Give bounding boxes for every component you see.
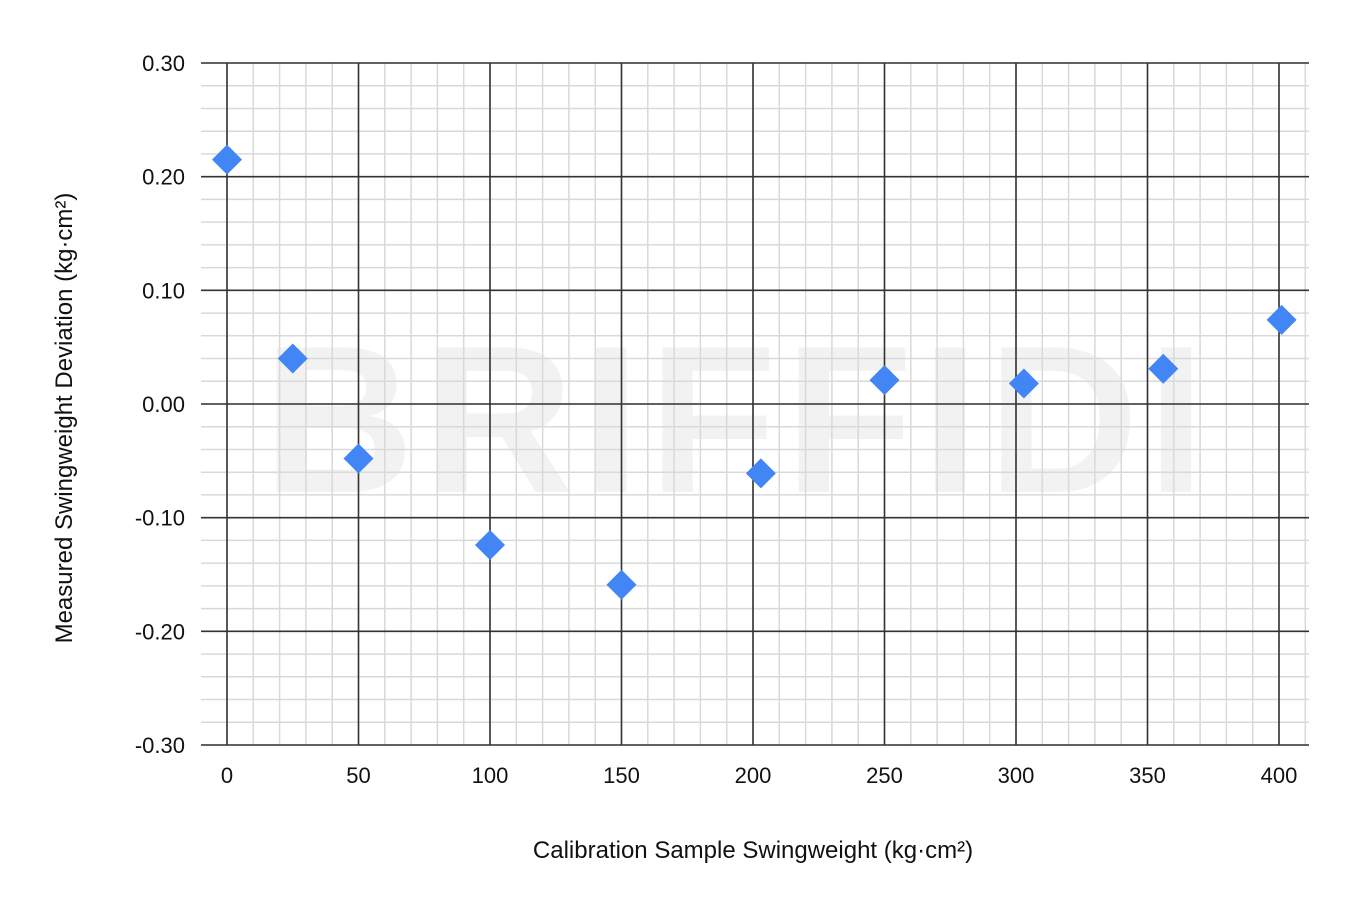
data-point-diamond-icon <box>1148 353 1179 384</box>
x-tick-label: 350 <box>1129 763 1166 788</box>
data-point-diamond-icon <box>1008 368 1039 399</box>
x-tick-label: 300 <box>998 763 1035 788</box>
x-tick-label: 100 <box>472 763 509 788</box>
x-tick-label: 200 <box>735 763 772 788</box>
y-tick-label: 0.20 <box>142 165 185 190</box>
y-tick-label: 0.10 <box>142 278 185 303</box>
y-tick-label: 0.30 <box>142 51 185 76</box>
x-axis-title: Calibration Sample Swingweight (kg·cm²) <box>533 837 973 864</box>
data-point-diamond-icon <box>212 144 242 175</box>
x-tick-label: 0 <box>221 763 233 788</box>
watermark: BRIFFIDI <box>263 302 1214 537</box>
x-tick-label: 400 <box>1261 763 1298 788</box>
major-gridlines <box>201 62 1309 746</box>
y-tick-label: -0.20 <box>135 619 185 644</box>
data-point-diamond-icon <box>1266 304 1297 335</box>
data-point-diamond-icon <box>475 529 505 560</box>
y-axis-tick-labels: 0.30 0.20 0.10 0.00 -0.10 -0.20 -0.30 <box>135 51 185 758</box>
data-points <box>212 144 1297 600</box>
y-tick-label: -0.30 <box>135 733 185 758</box>
y-tick-label: -0.10 <box>135 506 185 531</box>
x-tick-label: 50 <box>346 763 370 788</box>
watermark-text: BRIFFIDI <box>263 302 1214 537</box>
x-axis-tick-labels: 0 50 100 150 200 250 300 350 400 <box>221 763 1297 788</box>
x-tick-label: 250 <box>866 763 903 788</box>
y-tick-label: 0.00 <box>142 392 185 417</box>
data-point-diamond-icon <box>343 443 374 474</box>
x-tick-label: 150 <box>603 763 640 788</box>
data-point-diamond-icon <box>869 365 900 396</box>
data-point-diamond-icon <box>745 458 776 489</box>
y-axis-title: Measured Swingweight Deviation (kg·cm²) <box>51 193 78 644</box>
data-point-diamond-icon <box>277 343 308 374</box>
data-point-diamond-icon <box>606 569 637 600</box>
